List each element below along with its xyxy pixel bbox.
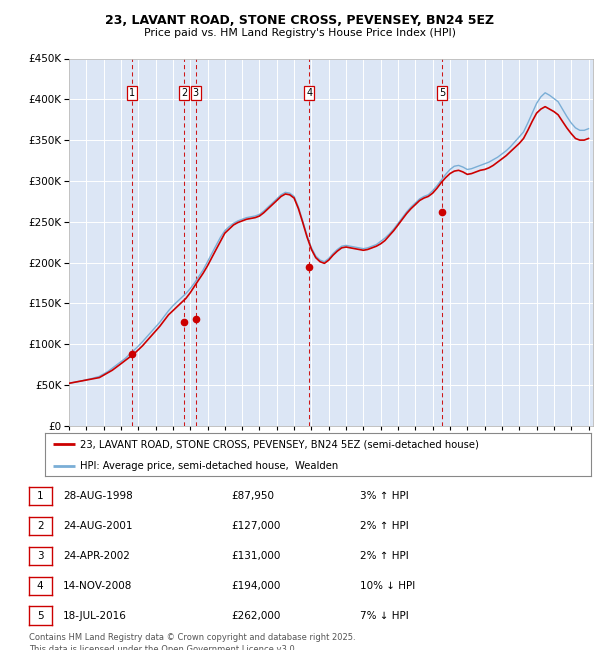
Text: 4: 4: [306, 88, 312, 97]
Text: 24-APR-2002: 24-APR-2002: [63, 551, 130, 561]
Text: 23, LAVANT ROAD, STONE CROSS, PEVENSEY, BN24 5EZ (semi-detached house): 23, LAVANT ROAD, STONE CROSS, PEVENSEY, …: [80, 439, 479, 449]
Text: 3% ↑ HPI: 3% ↑ HPI: [360, 491, 409, 501]
Text: 2% ↑ HPI: 2% ↑ HPI: [360, 521, 409, 531]
Text: Price paid vs. HM Land Registry's House Price Index (HPI): Price paid vs. HM Land Registry's House …: [144, 28, 456, 38]
Text: Contains HM Land Registry data © Crown copyright and database right 2025.
This d: Contains HM Land Registry data © Crown c…: [29, 633, 355, 650]
Text: 1: 1: [129, 88, 136, 97]
Text: 5: 5: [37, 610, 44, 621]
Text: 28-AUG-1998: 28-AUG-1998: [63, 491, 133, 501]
Text: HPI: Average price, semi-detached house,  Wealden: HPI: Average price, semi-detached house,…: [80, 460, 339, 471]
Text: £127,000: £127,000: [231, 521, 280, 531]
Text: 7% ↓ HPI: 7% ↓ HPI: [360, 610, 409, 621]
Text: £87,950: £87,950: [231, 491, 274, 501]
Text: 10% ↓ HPI: 10% ↓ HPI: [360, 580, 415, 591]
Text: £131,000: £131,000: [231, 551, 280, 561]
Text: £194,000: £194,000: [231, 580, 280, 591]
Text: 1: 1: [37, 491, 44, 501]
Text: 2% ↑ HPI: 2% ↑ HPI: [360, 551, 409, 561]
Text: 23, LAVANT ROAD, STONE CROSS, PEVENSEY, BN24 5EZ: 23, LAVANT ROAD, STONE CROSS, PEVENSEY, …: [106, 14, 494, 27]
Text: 24-AUG-2001: 24-AUG-2001: [63, 521, 133, 531]
Text: 3: 3: [193, 88, 199, 97]
Text: 4: 4: [37, 580, 44, 591]
Text: 5: 5: [439, 88, 445, 97]
Text: 2: 2: [37, 521, 44, 531]
Text: 18-JUL-2016: 18-JUL-2016: [63, 610, 127, 621]
Text: 2: 2: [181, 88, 187, 97]
Text: £262,000: £262,000: [231, 610, 280, 621]
Text: 3: 3: [37, 551, 44, 561]
Text: 14-NOV-2008: 14-NOV-2008: [63, 580, 133, 591]
